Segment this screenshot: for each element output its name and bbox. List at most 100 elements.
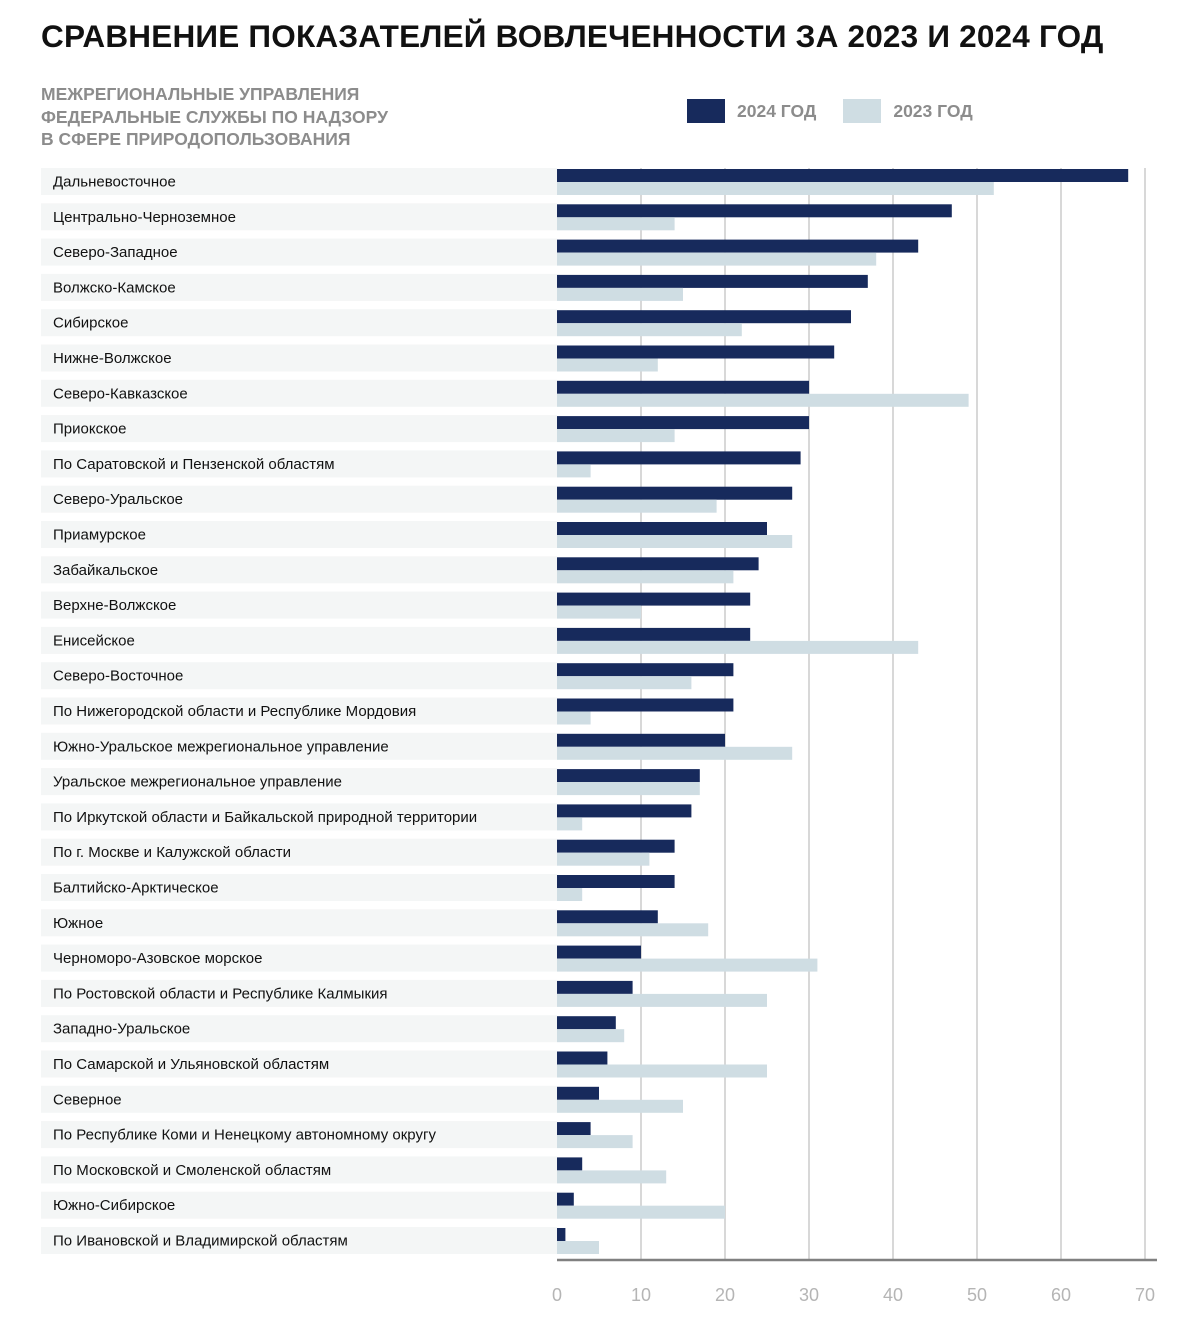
row-band [41, 662, 557, 690]
category-label: Северное [53, 1091, 122, 1108]
bar-2023 [557, 711, 591, 725]
bar-2024 [557, 1157, 583, 1171]
bar-2024 [557, 1051, 608, 1065]
bar-2023 [557, 323, 742, 337]
x-tick-label: 0 [552, 1285, 562, 1305]
category-label: Центрально-Черноземное [53, 209, 236, 226]
category-label: По Самарской и Ульяновской областям [53, 1056, 329, 1073]
legend-label-2024: 2024 ГОД [737, 100, 817, 121]
bar-2023 [557, 817, 583, 831]
category-label: Северо-Восточное [53, 668, 183, 685]
row-band [41, 379, 557, 407]
bar-2024 [557, 486, 793, 500]
bar-2024 [557, 839, 675, 853]
category-label: По Нижегородской области и Республике Мо… [53, 703, 416, 720]
bar-2024 [557, 522, 767, 535]
bar-2024 [557, 1228, 566, 1241]
row-band [41, 838, 557, 866]
row-band [41, 803, 557, 831]
row-band [41, 1085, 557, 1113]
row-band [41, 309, 557, 337]
category-label: Нижне-Волжское [53, 350, 172, 367]
category-label: Южное [53, 915, 103, 932]
x-tick-label: 50 [967, 1285, 987, 1305]
row-band [41, 626, 557, 654]
legend-item-2023: 2023 ГОД [843, 99, 973, 123]
bar-2023 [557, 640, 919, 654]
legend: 2024 ГОД 2023 ГОД [687, 99, 1000, 123]
bar-2023 [557, 746, 793, 760]
bar-2023 [557, 1135, 633, 1149]
bar-2024 [557, 592, 751, 606]
bar-2023 [557, 888, 583, 901]
bar-2024 [557, 627, 751, 641]
row-band [41, 450, 557, 478]
bar-2023 [557, 287, 683, 301]
bars [557, 169, 1129, 1254]
row-band [41, 1121, 557, 1149]
x-tick-label: 40 [883, 1285, 903, 1305]
bar-2024 [557, 451, 801, 465]
row-band [41, 1015, 557, 1043]
row-band [41, 874, 557, 901]
chart-subtitle: МЕЖРЕГИОНАЛЬНЫЕ УПРАВЛЕНИЯ ФЕДЕРАЛЬНЫЕ С… [41, 83, 388, 151]
category-label: По Ростовской области и Республике Калмы… [53, 985, 388, 1002]
row-band [41, 944, 557, 972]
category-label: По Саратовской и Пензенской областям [53, 456, 335, 473]
bar-2023 [557, 252, 877, 266]
bar-2024 [557, 663, 734, 677]
bar-2024 [557, 169, 1129, 182]
category-label: Северо-Кавказское [53, 385, 188, 402]
category-label: Забайкальское [53, 562, 158, 579]
category-label: Дальневосточное [53, 174, 176, 191]
row-band [41, 344, 557, 372]
row-band [41, 556, 557, 584]
bar-2024 [557, 875, 675, 888]
row-band [41, 521, 557, 548]
category-label: Приокское [53, 421, 127, 438]
category-label: Приамурское [53, 527, 146, 544]
bar-2024 [557, 1086, 599, 1100]
bar-2024 [557, 733, 725, 747]
x-tick-label: 70 [1135, 1285, 1155, 1305]
bar-2024 [557, 1122, 591, 1136]
bar-2024 [557, 1016, 616, 1030]
bar-2024 [557, 274, 868, 288]
bar-2023 [557, 958, 818, 972]
row-band [41, 485, 557, 513]
bar-2024 [557, 380, 809, 394]
row-band [41, 1050, 557, 1078]
bar-2023 [557, 1170, 667, 1184]
category-label: Волжско-Камское [53, 279, 176, 296]
x-axis: 0 10 20 30 40 50 60 70 [552, 1258, 1157, 1305]
bar-2024 [557, 345, 835, 359]
bar-2023 [557, 499, 717, 513]
legend-item-2024: 2024 ГОД [687, 99, 816, 123]
category-label: По Республике Коми и Ненецкому автономно… [53, 1127, 436, 1144]
row-band [41, 415, 557, 443]
row-band [41, 768, 557, 796]
bar-2023 [557, 429, 675, 443]
category-label: Уральское межрегиональное управление [53, 774, 342, 791]
bar-2023 [557, 570, 734, 584]
category-label: По г. Москве и Калужской области [53, 844, 291, 861]
bar-2024 [557, 945, 641, 959]
category-label: Северо-Западное [53, 244, 178, 261]
bar-2024 [557, 804, 692, 818]
bar-2024 [557, 239, 919, 253]
legend-swatch-2024 [687, 99, 725, 123]
row-band [41, 168, 557, 195]
row-band [41, 203, 557, 231]
row-band [41, 909, 557, 937]
bar-2023 [557, 993, 767, 1007]
bar-2024 [557, 310, 851, 324]
x-tick-label: 60 [1051, 1285, 1071, 1305]
row-band [41, 1191, 557, 1219]
category-label: Енисейское [53, 632, 135, 649]
row-band [41, 1156, 557, 1184]
category-label: Западно-Уральское [53, 1021, 190, 1038]
category-label: По Московской и Смоленской областям [53, 1162, 331, 1179]
bar-2023 [557, 1099, 683, 1113]
bar-2023 [557, 1205, 725, 1219]
subtitle-line: В СФЕРЕ ПРИРОДОПОЛЬЗОВАНИЯ [41, 129, 351, 149]
